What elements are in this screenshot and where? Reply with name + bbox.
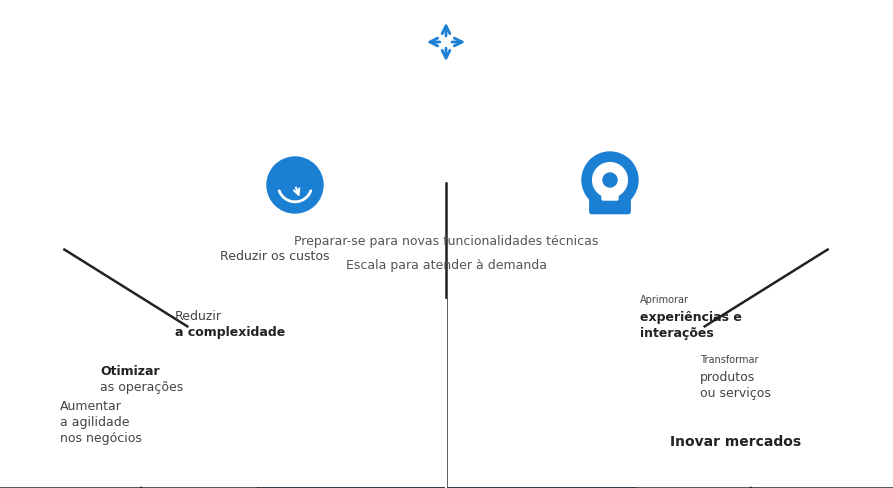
Text: Transformar: Transformar [700, 355, 758, 365]
Text: interações: interações [640, 327, 714, 340]
FancyBboxPatch shape [589, 188, 630, 214]
Text: nos negócios: nos negócios [60, 432, 142, 445]
Text: Escala para atender à demanda: Escala para atender à demanda [346, 259, 547, 271]
Text: as operações: as operações [100, 381, 183, 394]
Text: Otimizar: Otimizar [100, 365, 160, 378]
Circle shape [582, 152, 638, 208]
Text: Inovar mercados: Inovar mercados [670, 435, 801, 449]
Text: inovação: inovação [484, 414, 603, 438]
Text: Aumentar: Aumentar [60, 400, 121, 413]
Text: Gatilhos de: Gatilhos de [468, 386, 620, 410]
Text: ou serviços: ou serviços [700, 387, 771, 400]
Text: migração: migração [287, 414, 410, 438]
Text: a agilidade: a agilidade [60, 416, 129, 429]
Text: Gatilhos de: Gatilhos de [272, 386, 424, 410]
Text: Preparar-se para novas funcionalidades técnicas: Preparar-se para novas funcionalidades t… [294, 236, 598, 248]
Text: experiências e: experiências e [640, 311, 742, 324]
Text: Reduzir os custos: Reduzir os custos [220, 250, 330, 263]
Text: produtos: produtos [700, 371, 755, 384]
Circle shape [593, 163, 628, 197]
Text: a complexidade: a complexidade [175, 326, 285, 339]
Text: Reduzir: Reduzir [175, 310, 222, 323]
FancyBboxPatch shape [602, 188, 618, 200]
Circle shape [603, 173, 617, 187]
Circle shape [267, 157, 323, 213]
Text: Aprimorar: Aprimorar [640, 295, 689, 305]
